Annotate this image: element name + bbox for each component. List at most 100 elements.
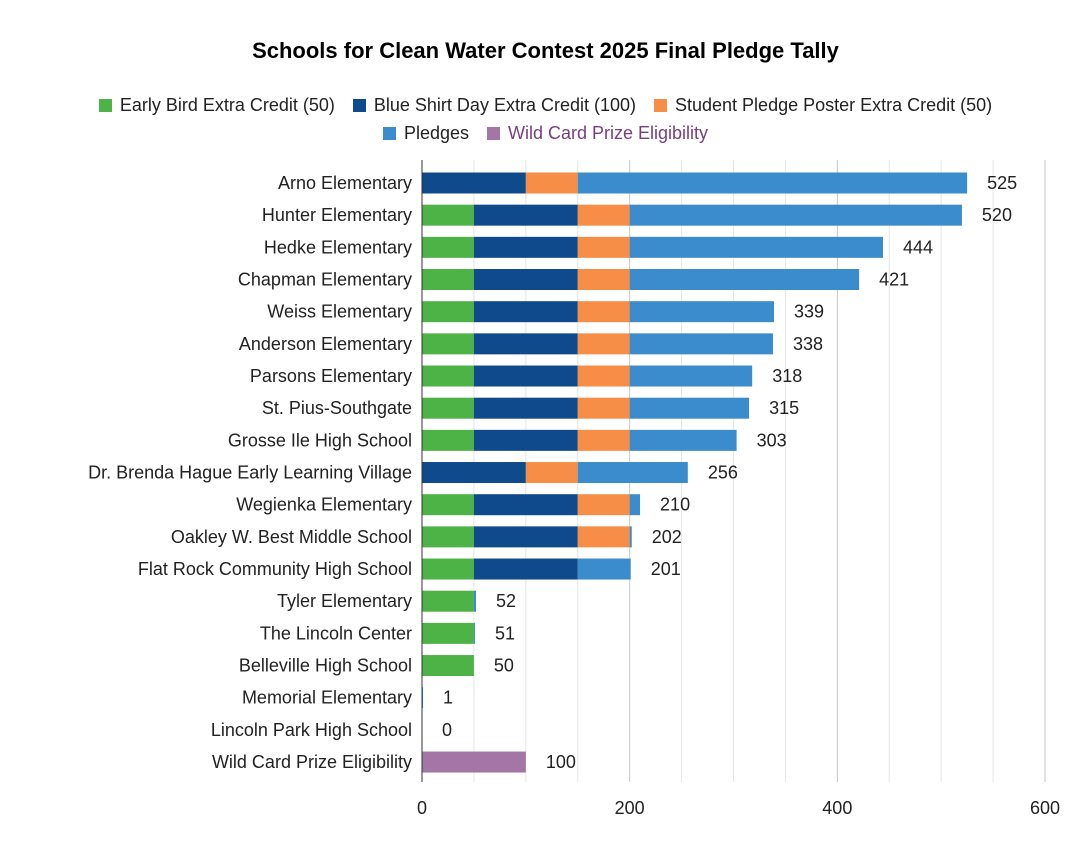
bar-segment bbox=[577, 172, 968, 194]
bar-segment bbox=[629, 365, 753, 387]
data-label: 201 bbox=[651, 559, 681, 579]
bar-segment bbox=[422, 751, 526, 773]
data-label: 525 bbox=[987, 173, 1017, 193]
bar-segment bbox=[422, 655, 474, 677]
data-label: 303 bbox=[757, 430, 787, 450]
category-label: Weiss Elementary bbox=[267, 302, 412, 322]
bar-segment bbox=[422, 269, 474, 291]
data-label: 52 bbox=[496, 591, 516, 611]
bar-segment bbox=[629, 494, 641, 516]
category-label: Grosse Ile High School bbox=[228, 430, 412, 450]
bar-segment bbox=[422, 622, 474, 644]
category-label: Chapman Elementary bbox=[238, 270, 412, 290]
data-label: 202 bbox=[652, 527, 682, 547]
category-label: Parsons Elementary bbox=[250, 366, 412, 386]
legend-label: Early Bird Extra Credit (50) bbox=[119, 95, 335, 115]
legend-swatch bbox=[487, 127, 500, 140]
legend-item: Pledges bbox=[382, 123, 469, 144]
legend-item: Blue Shirt Day Extra Credit (100) bbox=[352, 95, 636, 116]
legend-row: Pledges Wild Card Prize Eligibility bbox=[0, 123, 1091, 144]
bar-segment bbox=[422, 526, 474, 548]
bar-segment bbox=[473, 204, 578, 226]
bar-segment bbox=[422, 365, 474, 387]
bar-segment bbox=[629, 236, 884, 258]
bar-segment bbox=[629, 269, 860, 291]
x-tick-label: 200 bbox=[615, 798, 645, 818]
bar-segment bbox=[473, 365, 578, 387]
data-label: 315 bbox=[769, 398, 799, 418]
bar-segment bbox=[629, 526, 632, 548]
bar-segment bbox=[473, 590, 476, 612]
category-label: Belleville High School bbox=[239, 656, 412, 676]
category-label: Tyler Elementary bbox=[277, 591, 412, 611]
bar-segment bbox=[422, 494, 474, 516]
category-label: Anderson Elementary bbox=[239, 334, 412, 354]
data-label: 421 bbox=[879, 270, 909, 290]
bar-segment bbox=[422, 590, 474, 612]
legend-item: Early Bird Extra Credit (50) bbox=[98, 95, 335, 116]
legend-row: Early Bird Extra Credit (50) Blue Shirt D… bbox=[0, 95, 1091, 116]
bar-segment bbox=[629, 429, 737, 451]
bar-segment bbox=[422, 172, 526, 194]
data-label: 338 bbox=[793, 334, 823, 354]
bar-segment bbox=[422, 236, 474, 258]
bar-segment bbox=[473, 622, 475, 644]
category-label: Arno Elementary bbox=[278, 173, 412, 193]
legend-label: Student Pledge Poster Extra Credit (50) bbox=[675, 95, 993, 115]
category-label: Memorial Elementary bbox=[242, 688, 412, 708]
data-label: 256 bbox=[708, 463, 738, 483]
category-label: Hunter Elementary bbox=[262, 205, 412, 225]
category-label: The Lincoln Center bbox=[260, 623, 412, 643]
legend-item: Student Pledge Poster Extra Credit (50) bbox=[654, 95, 992, 116]
chart-title: Schools for Clean Water Contest 2025 Fin… bbox=[252, 38, 839, 63]
bar-segment bbox=[577, 269, 630, 291]
data-label: 444 bbox=[903, 237, 933, 257]
category-label: Wild Card Prize Eligibility bbox=[212, 752, 412, 772]
x-tick-label: 0 bbox=[417, 798, 427, 818]
bar-segment bbox=[577, 558, 631, 580]
bar-segment bbox=[577, 333, 630, 355]
category-label: Lincoln Park High School bbox=[211, 720, 412, 740]
data-label: 1 bbox=[443, 688, 453, 708]
legend-swatch bbox=[654, 99, 667, 112]
bar-segment bbox=[422, 333, 474, 355]
x-tick-label: 400 bbox=[822, 798, 852, 818]
bar-segment bbox=[422, 301, 474, 323]
legend-label: Pledges bbox=[403, 123, 469, 143]
legend-item: Wild Card Prize Eligibility bbox=[487, 123, 708, 144]
bar-segment bbox=[577, 429, 630, 451]
bar-segment bbox=[473, 236, 578, 258]
bar-segment bbox=[577, 236, 630, 258]
bar-segment bbox=[473, 397, 578, 419]
bar-segment bbox=[629, 333, 773, 355]
bar-segment bbox=[422, 462, 526, 484]
bar-segment bbox=[422, 397, 474, 419]
bar-segment bbox=[422, 687, 424, 709]
bar-segment bbox=[577, 462, 688, 484]
bar-segment bbox=[577, 301, 630, 323]
legend-label: Blue Shirt Day Extra Credit (100) bbox=[373, 95, 636, 115]
legend-swatch bbox=[98, 99, 112, 112]
category-label: Wegienka Elementary bbox=[236, 495, 412, 515]
bar-segment bbox=[629, 204, 962, 226]
bar-segment bbox=[629, 301, 774, 323]
bar-segment bbox=[577, 204, 630, 226]
bar-segment bbox=[577, 365, 630, 387]
category-label: St. Pius-Southgate bbox=[262, 398, 412, 418]
data-label: 210 bbox=[660, 495, 690, 515]
bar-segment bbox=[422, 204, 474, 226]
legend-swatch bbox=[382, 127, 396, 140]
category-label: Flat Rock Community High School bbox=[138, 559, 412, 579]
data-label: 339 bbox=[794, 302, 824, 322]
data-label: 100 bbox=[546, 752, 576, 772]
bar-segment bbox=[422, 558, 474, 580]
bar-segment bbox=[473, 333, 578, 355]
bar-segment bbox=[577, 494, 630, 516]
bar-segment bbox=[525, 462, 578, 484]
data-label: 0 bbox=[442, 720, 452, 740]
bar-segment bbox=[629, 397, 750, 419]
legend-swatch bbox=[352, 99, 366, 112]
bar-segment bbox=[473, 526, 578, 548]
